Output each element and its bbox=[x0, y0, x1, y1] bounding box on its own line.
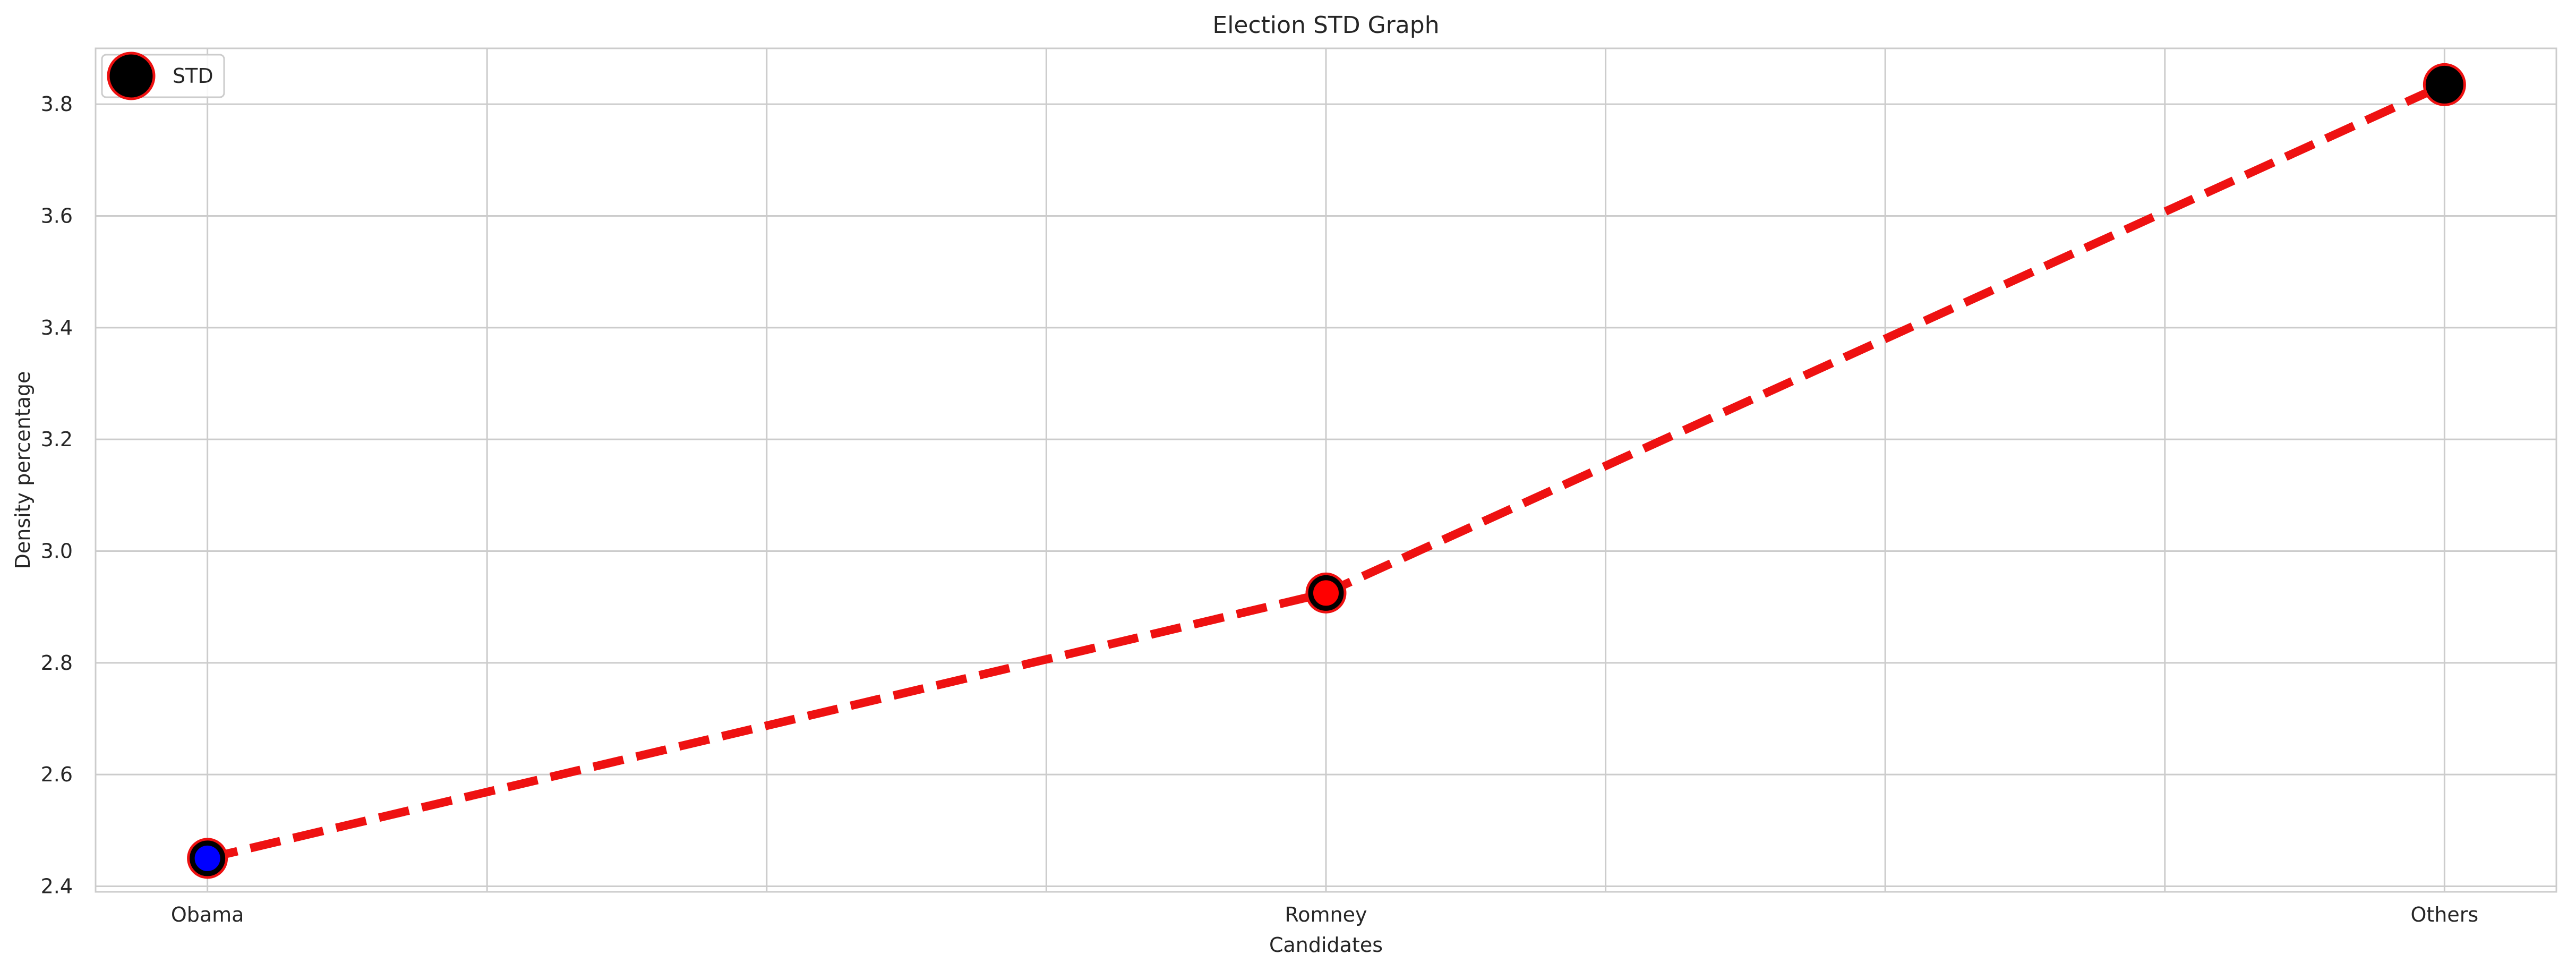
gridlines bbox=[96, 48, 2556, 892]
y-tick-label: 3.6 bbox=[41, 204, 73, 227]
chart-title: Election STD Graph bbox=[1212, 12, 1439, 39]
x-axis-label: Candidates bbox=[1269, 933, 1383, 957]
tick-labels: 2.4 2.6 2.8 3.0 3.2 3.4 3.6 3.8 Obama Romney Other… bbox=[41, 92, 2479, 926]
plot-area bbox=[95, 47, 2557, 893]
x-tick-label: Romney bbox=[1285, 903, 1367, 926]
y-tick-label: 2.6 bbox=[41, 763, 73, 786]
data-point-inner-marker bbox=[1312, 579, 1340, 607]
x-tick-label: Obama bbox=[171, 903, 244, 926]
y-tick-label: 3.0 bbox=[41, 539, 73, 563]
y-tick-label: 2.4 bbox=[41, 874, 73, 898]
y-tick-label: 3.8 bbox=[41, 92, 73, 116]
y-tick-label: 3.2 bbox=[41, 428, 73, 451]
legend: STD bbox=[101, 52, 225, 100]
y-tick-label: 3.4 bbox=[41, 316, 73, 339]
legend-label: STD bbox=[173, 64, 213, 88]
data-point-marker bbox=[2423, 63, 2466, 106]
series-group bbox=[187, 63, 2466, 879]
data-point-inner-marker bbox=[193, 844, 221, 872]
y-axis-label: Density percentage bbox=[11, 371, 35, 569]
legend-marker bbox=[107, 52, 156, 100]
y-tick-label: 2.8 bbox=[41, 651, 73, 675]
x-tick-label: Others bbox=[2411, 903, 2479, 926]
